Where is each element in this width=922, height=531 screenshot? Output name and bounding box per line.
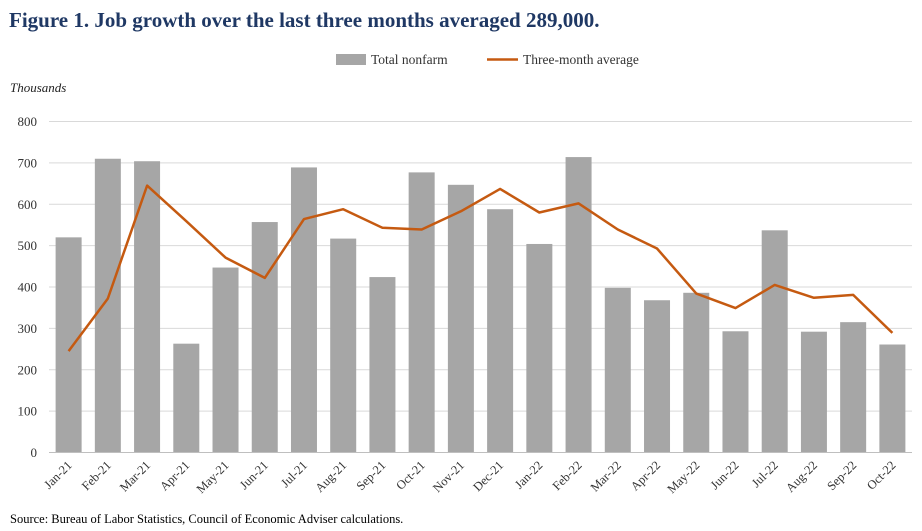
x-tick-label: Mar-22 [588,458,624,494]
y-tick-label: 300 [18,321,38,336]
y-tick-label: 400 [18,280,38,295]
series-line-three-month-average [67,184,894,352]
x-tick-label: May-21 [194,458,232,496]
bar-apr-21 [173,343,200,453]
bar-jan-22 [526,243,553,453]
bar-sep-22 [840,322,867,453]
x-tick-label: Aug-22 [783,458,820,495]
x-tick-label: Sep-22 [824,458,859,493]
bar-oct-21 [408,172,435,453]
x-tick-label: Apr-22 [628,458,663,493]
legend-label-three-month-average: Three-month average [523,52,639,67]
source-note: Source: Bureau of Labor Statistics, Coun… [10,512,404,526]
y-tick-label: 700 [18,155,38,170]
bar-apr-22 [644,300,671,453]
x-tick-label: May-22 [664,458,702,496]
x-tick-label: Jul-21 [278,458,310,490]
x-tick-label: Nov-21 [430,458,467,495]
bar-mar-22 [604,287,631,453]
bar-jul-22 [761,230,788,453]
line-three-month-average [67,184,894,352]
x-tick-label: Oct-22 [864,458,898,492]
bar-feb-22 [565,157,592,453]
bar-nov-21 [447,184,474,453]
x-tick-label: Aug-21 [312,458,349,495]
x-tick-label: Oct-21 [393,458,427,492]
bar-mar-21 [134,161,161,453]
bar-dec-21 [487,209,514,453]
y-tick-label: 0 [31,445,38,460]
bar-jun-22 [722,331,749,453]
x-tick-label: Jul-22 [749,458,781,490]
legend-swatch-total-nonfarm [336,54,366,65]
x-tick-label: Feb-22 [550,458,585,493]
x-tick-label: Sep-21 [354,458,389,493]
x-tick-label: Jan-21 [41,458,74,491]
bar-aug-21 [330,238,357,453]
bar-may-22 [683,292,710,453]
bar-oct-22 [879,344,906,453]
x-tick-label: Mar-21 [117,458,153,494]
bar-aug-22 [800,331,827,453]
x-tick-label: Jun-21 [237,458,271,492]
y-tick-label: 100 [18,404,38,419]
y-tick-label: 200 [18,362,38,377]
y-tick-label: 600 [18,197,38,212]
bar-sep-21 [369,277,396,453]
x-tick-label: Feb-21 [79,458,114,493]
bar-may-21 [212,267,239,453]
x-tick-label: Dec-21 [470,458,506,494]
legend: Total nonfarm Three-month average [336,52,639,67]
x-axis-ticks: Jan-21 Feb-21 Mar-21 Apr-21 May-21 Jun-21 Jul-… [41,458,898,496]
y-tick-label: 500 [18,238,38,253]
bar-jul-21 [290,167,317,453]
x-tick-label: Jan-22 [512,458,545,491]
chart-title: Figure 1. Job growth over the last three… [9,8,600,32]
bar-jun-21 [251,222,278,453]
legend-label-total-nonfarm: Total nonfarm [371,52,448,67]
y-axis-label: Thousands [10,80,66,95]
y-tick-label: 800 [18,114,38,129]
x-tick-label: Apr-21 [157,458,192,493]
bar-feb-21 [94,158,121,453]
x-tick-label: Jun-22 [708,458,742,492]
y-axis-ticks: 0 100 200 300 400 500 600 700 800 [18,114,38,460]
bar-jan-21 [55,237,82,453]
bars-total-nonfarm [55,157,906,453]
